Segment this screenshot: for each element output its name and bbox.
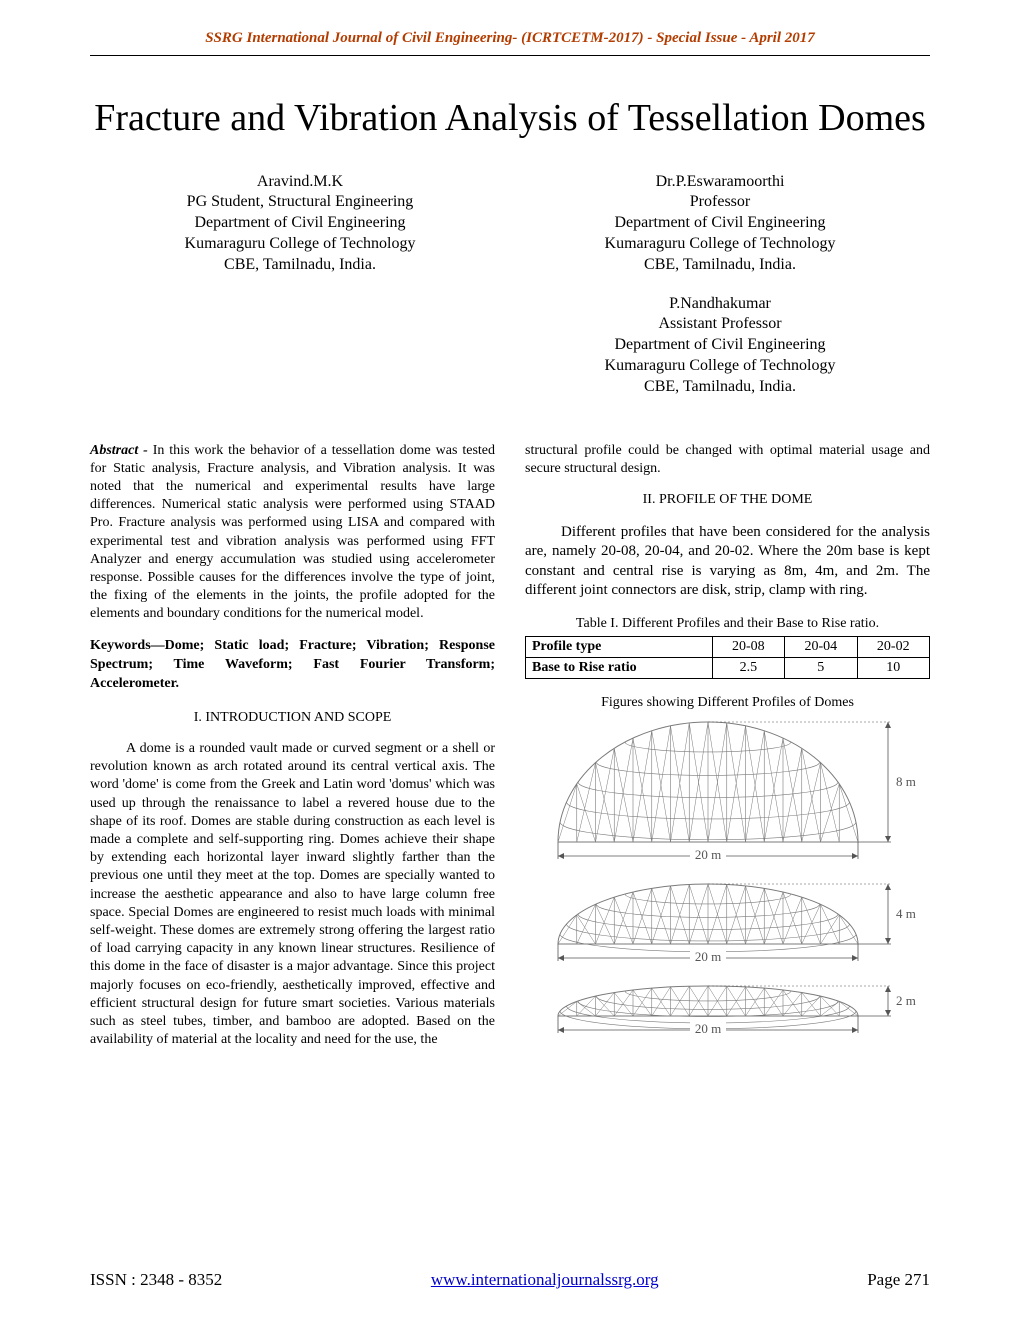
author-right-2: P.Nandhakumar Assistant Professor Depart… (510, 294, 930, 398)
footer-issn: ISSN : 2348 - 8352 (90, 1270, 222, 1290)
table-caption: Table I. Different Profiles and their Ba… (525, 616, 930, 632)
table-cell: Base to Rise ratio (526, 657, 713, 678)
table-cell: 20-02 (857, 636, 929, 657)
column-left: Abstract - In this work the behavior of … (90, 428, 495, 1064)
author-line: Kumaraguru College of Technology (90, 234, 510, 255)
author-line: Assistant Professor (510, 314, 930, 335)
svg-text:20 m: 20 m (694, 1021, 720, 1036)
profiles-table: Profile type 20-08 20-04 20-02 Base to R… (525, 636, 930, 679)
svg-text:20 m: 20 m (694, 847, 720, 862)
section-1-heading: I. INTRODUCTION AND SCOPE (90, 710, 495, 726)
section-2-text: Different profiles that have been consid… (525, 523, 930, 601)
table-row: Base to Rise ratio 2.5 5 10 (526, 657, 930, 678)
author-line: Department of Civil Engineering (510, 213, 930, 234)
author-line: Department of Civil Engineering (510, 335, 930, 356)
table-cell: 2.5 (712, 657, 784, 678)
table-cell: 10 (857, 657, 929, 678)
table-cell: 5 (785, 657, 857, 678)
abstract-label: Abstract - (90, 443, 153, 458)
figures-caption: Figures showing Different Profiles of Do… (525, 695, 930, 711)
author-line: Professor (510, 192, 930, 213)
col2-continuation: structural profile could be changed with… (525, 442, 930, 478)
table-row: Profile type 20-08 20-04 20-02 (526, 636, 930, 657)
column-right: structural profile could be changed with… (525, 428, 930, 1064)
dome-figures: 20 m 8 m 20 m 4 m 20 m 2 m (525, 717, 930, 1047)
footer-page: Page 271 (867, 1270, 930, 1290)
dome-profile-svg: 20 m 4 m (528, 879, 928, 975)
abstract: Abstract - In this work the behavior of … (90, 442, 495, 624)
table-cell: 20-04 (785, 636, 857, 657)
header-rule (90, 55, 930, 56)
table-cell: 20-08 (712, 636, 784, 657)
keywords: Keywords—Dome; Static load; Fracture; Vi… (90, 637, 495, 694)
dome-profile-svg: 20 m 2 m (528, 981, 928, 1047)
author-line: Department of Civil Engineering (90, 213, 510, 234)
journal-header: SSRG International Journal of Civil Engi… (90, 30, 930, 47)
svg-text:8 m: 8 m (896, 774, 916, 789)
author-line: CBE, Tamilnadu, India. (510, 255, 930, 276)
abstract-text: In this work the behavior of a tessellat… (90, 443, 495, 622)
author-name: Dr.P.Eswaramoorthi (510, 172, 930, 193)
table-cell: Profile type (526, 636, 713, 657)
paper-title: Fracture and Vibration Analysis of Tesse… (90, 96, 930, 142)
author-line: Kumaraguru College of Technology (510, 356, 930, 377)
svg-text:20 m: 20 m (694, 949, 720, 964)
author-right: Dr.P.Eswaramoorthi Professor Department … (510, 172, 930, 398)
author-name: P.Nandhakumar (510, 294, 930, 315)
author-line: PG Student, Structural Engineering (90, 192, 510, 213)
dome-profile-svg: 20 m 8 m (528, 717, 928, 873)
section-2-heading: II. PROFILE OF THE DOME (525, 492, 930, 508)
svg-text:4 m: 4 m (896, 906, 916, 921)
footer-link[interactable]: www.internationaljournalssrg.org (431, 1270, 659, 1290)
page-footer: ISSN : 2348 - 8352 www.internationaljour… (90, 1270, 930, 1290)
author-left: Aravind.M.K PG Student, Structural Engin… (90, 172, 510, 398)
author-line: CBE, Tamilnadu, India. (510, 377, 930, 398)
author-name: Aravind.M.K (90, 172, 510, 193)
author-line: Kumaraguru College of Technology (510, 234, 930, 255)
two-column-body: Abstract - In this work the behavior of … (90, 428, 930, 1064)
section-1-text: A dome is a rounded vault made or curved… (90, 740, 495, 1049)
authors-row: Aravind.M.K PG Student, Structural Engin… (90, 172, 930, 398)
svg-text:2 m: 2 m (896, 993, 916, 1008)
author-line: CBE, Tamilnadu, India. (90, 255, 510, 276)
